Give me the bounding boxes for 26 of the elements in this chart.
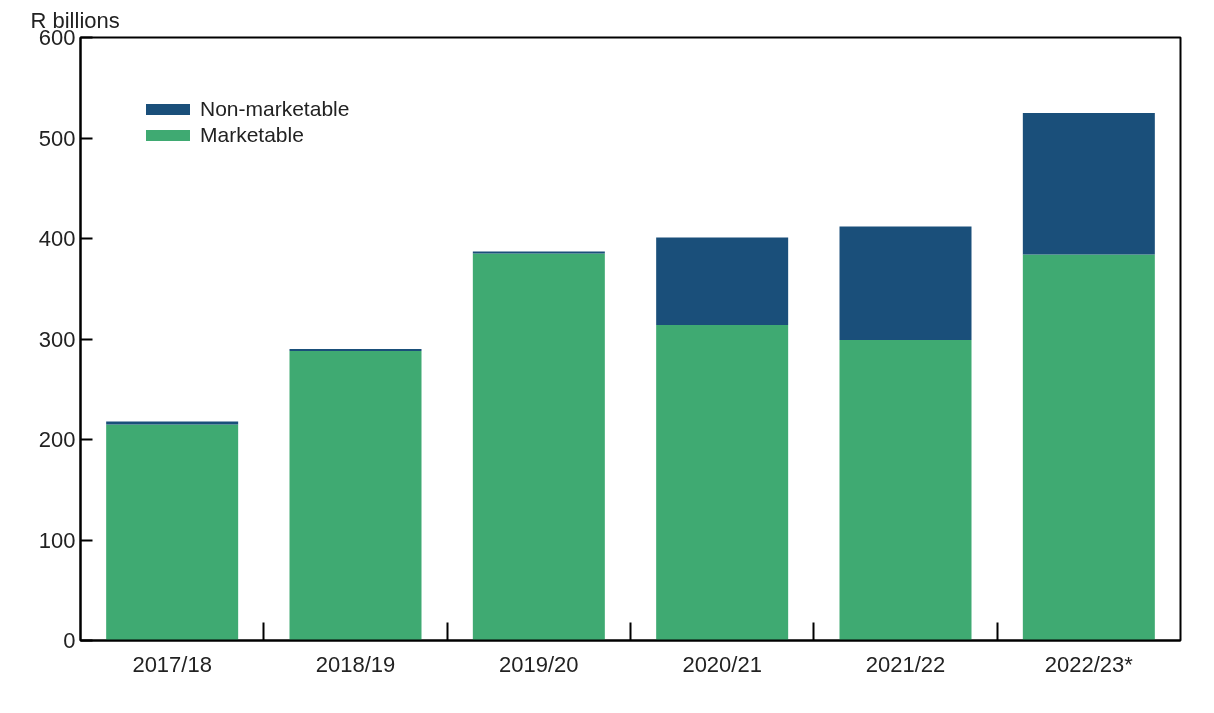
bar bbox=[656, 237, 789, 325]
y-tick-label: 100 bbox=[38, 527, 76, 553]
y-tick-label: 200 bbox=[38, 427, 76, 452]
x-tick-label: 2020/21 bbox=[682, 651, 762, 677]
bar bbox=[106, 421, 239, 425]
x-tick-label: 2019/20 bbox=[499, 651, 579, 677]
x-tick-label: 2022/23* bbox=[1044, 651, 1134, 677]
bar bbox=[1022, 112, 1155, 255]
bar bbox=[656, 324, 789, 641]
y-tick-label: 0 bbox=[63, 628, 76, 653]
y-tick-label: 500 bbox=[38, 125, 76, 151]
y-tick-label: 300 bbox=[38, 326, 76, 352]
x-tick-label: 2021/22 bbox=[865, 651, 946, 677]
bar bbox=[839, 226, 972, 341]
bar bbox=[1022, 254, 1155, 641]
x-tick-label: 2017/18 bbox=[132, 651, 212, 677]
legend-label: Marketable bbox=[200, 123, 304, 147]
bar bbox=[839, 340, 972, 641]
bar bbox=[472, 251, 605, 254]
bar bbox=[472, 253, 605, 641]
bar bbox=[289, 351, 422, 641]
x-tick-label: 2018/19 bbox=[315, 651, 396, 677]
y-tick-label: 400 bbox=[38, 226, 76, 251]
legend-label: Non-marketable bbox=[200, 97, 350, 121]
bar bbox=[289, 349, 422, 352]
bar bbox=[106, 424, 239, 641]
